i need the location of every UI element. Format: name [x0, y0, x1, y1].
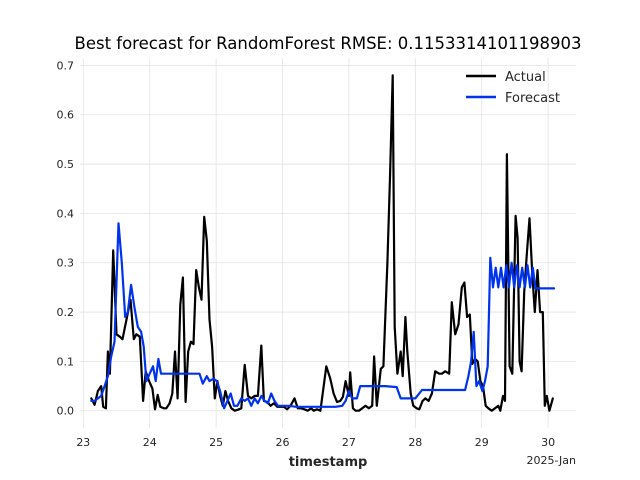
x-tick-label: 23	[76, 436, 90, 449]
y-tick-label: 0.7	[57, 59, 75, 72]
x-axis-title: timestamp	[289, 455, 368, 470]
x-tick-label: 28	[408, 436, 422, 449]
x-tick-label: 24	[143, 436, 157, 449]
legend: Actual Forecast	[466, 70, 560, 106]
x-tick-label: 30	[541, 436, 555, 449]
x-tick-label: 27	[342, 436, 356, 449]
x-tick-label: 26	[276, 436, 290, 449]
series-line-actual	[90, 74, 554, 412]
x-axis-ticks: 23 24 25 26 27 28 29 30	[76, 436, 555, 449]
y-tick-label: 0.6	[57, 109, 75, 122]
x-tick-label: 25	[209, 436, 223, 449]
y-tick-label: 0.3	[57, 257, 75, 270]
y-tick-label: 0.4	[57, 207, 75, 220]
legend-label-actual: Actual	[505, 70, 546, 85]
y-axis-ticks: 0.0 0.1 0.2 0.3 0.4 0.5 0.6 0.7	[57, 59, 75, 417]
y-gridlines	[80, 65, 576, 412]
y-tick-label: 0.2	[57, 306, 75, 319]
y-tick-label: 0.1	[57, 355, 75, 368]
chart-title: Best forecast for RandomForest RMSE: 0.1…	[75, 34, 582, 53]
x-tick-label: 29	[475, 436, 489, 449]
legend-label-forecast: Forecast	[505, 91, 560, 106]
y-tick-label: 0.5	[57, 158, 75, 171]
x-axis-offset-label: 2025-Jan	[526, 454, 576, 467]
y-tick-label: 0.0	[57, 405, 75, 418]
x-gridlines	[82, 58, 549, 428]
series-lines	[90, 74, 556, 412]
series-line-forecast	[90, 222, 556, 410]
